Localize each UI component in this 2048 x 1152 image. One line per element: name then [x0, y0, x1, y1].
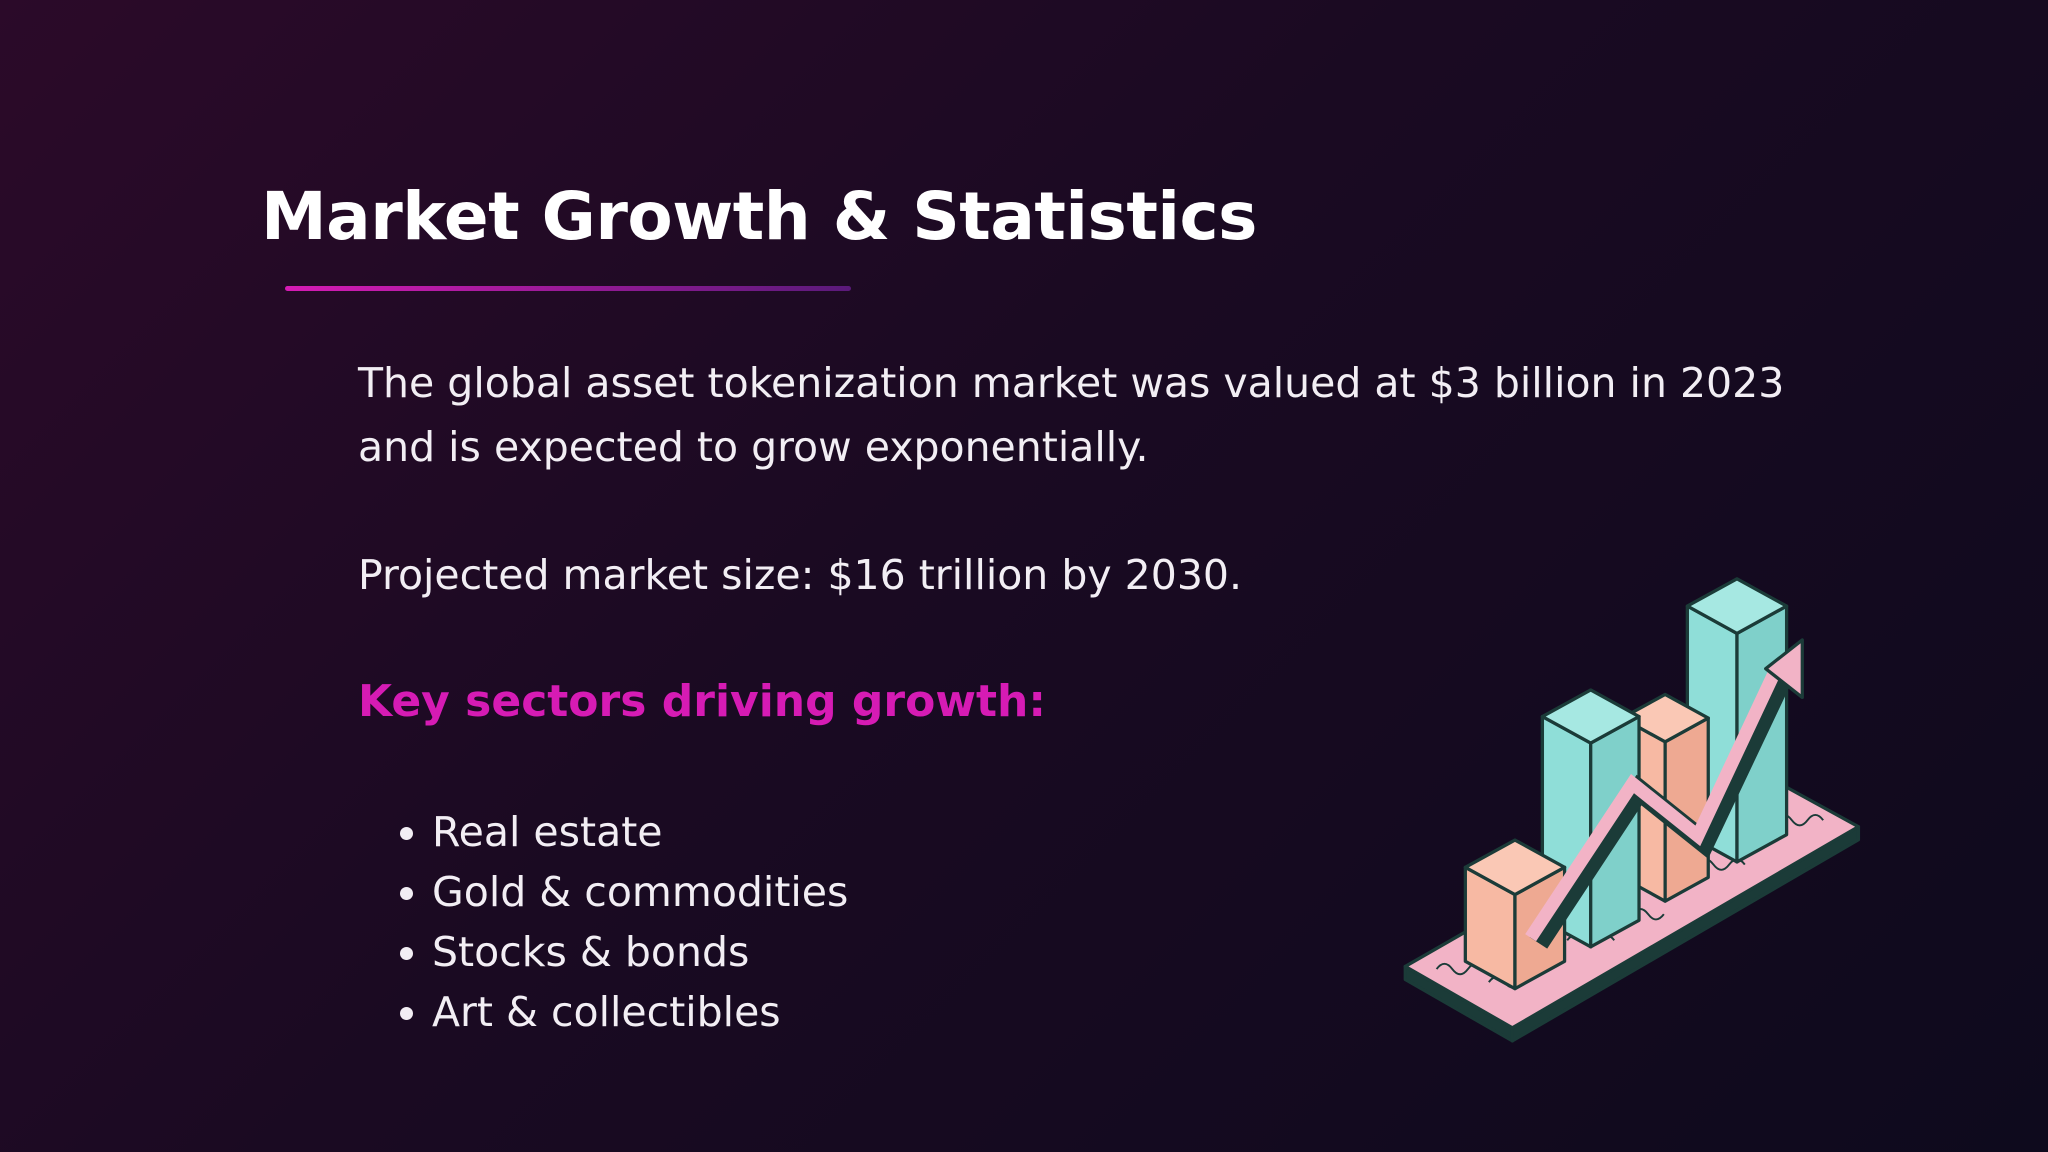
sector-item: Real estate: [432, 802, 848, 862]
bar-top: [1540, 688, 1641, 745]
sectors-heading: Key sectors driving growth:: [358, 676, 1046, 727]
paragraph: Projected market size: $16 trillion by 2…: [358, 551, 1243, 599]
sector-item: Stocks & bonds: [432, 922, 848, 982]
title-underline: [285, 286, 851, 291]
sector-item: Gold & commodities: [432, 862, 848, 922]
sector-list: Real estate Gold & commodities Stocks & …: [358, 802, 848, 1042]
title: Market Growth & Statistics: [261, 178, 1257, 255]
arrow: [1525, 660, 1785, 942]
bar-top: [1685, 577, 1789, 636]
illustration-group: [1403, 577, 1861, 1043]
sector-item: Art & collectibles: [432, 982, 848, 1042]
bar-top: [1463, 838, 1567, 897]
paragraph: The global asset tokenization market was…: [358, 359, 1785, 471]
arrow-head: [1764, 638, 1804, 700]
